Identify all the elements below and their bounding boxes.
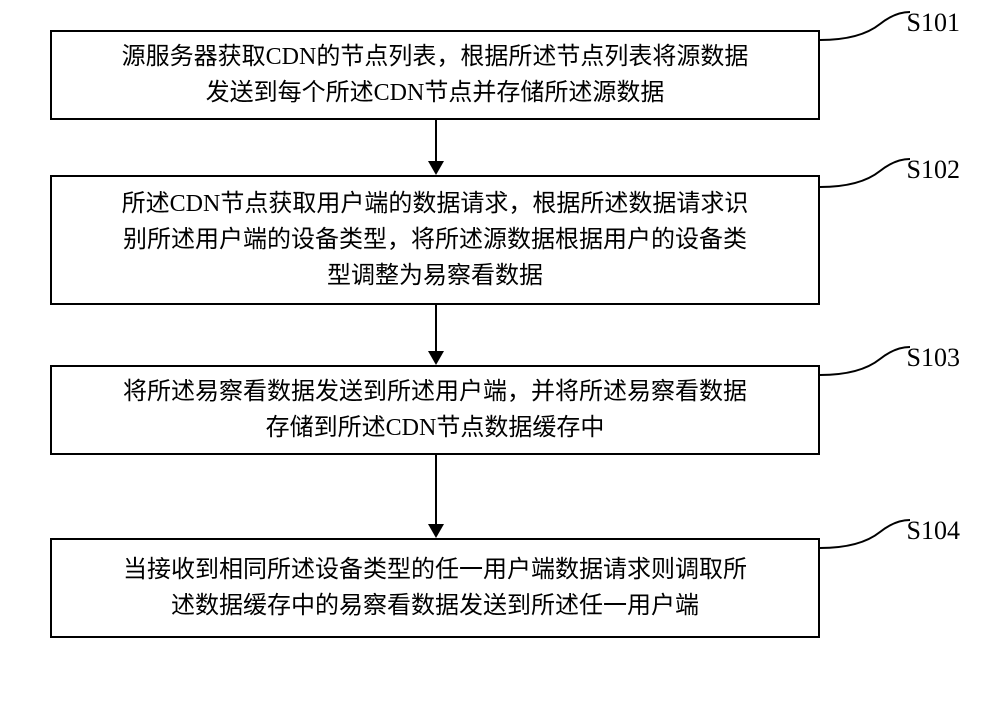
connector-s102 — [820, 155, 920, 195]
text-line: 源服务器获取CDN的节点列表，根据所述节点列表将源数据 — [122, 44, 749, 70]
flow-step-text: 源服务器获取CDN的节点列表，根据所述节点列表将源数据 发送到每个所述CDN节点… — [122, 39, 749, 111]
arrow-line — [435, 305, 437, 351]
connector-s101 — [820, 8, 920, 48]
flow-step-s101: 源服务器获取CDN的节点列表，根据所述节点列表将源数据 发送到每个所述CDN节点… — [50, 30, 820, 120]
flow-step-text: 当接收到相同所述设备类型的任一用户端数据请求则调取所 述数据缓存中的易察看数据发… — [123, 552, 747, 624]
flow-step-s102: 所述CDN节点获取用户端的数据请求，根据所述数据请求识 别所述用户端的设备类型，… — [50, 175, 820, 305]
text-line: 存储到所述CDN节点数据缓存中 — [266, 415, 605, 441]
label-s103: S103 — [907, 343, 960, 373]
flow-step-text: 将所述易察看数据发送到所述用户端，并将所述易察看数据 存储到所述CDN节点数据缓… — [123, 374, 747, 446]
arrow-head — [428, 524, 444, 538]
text-line: 将所述易察看数据发送到所述用户端，并将所述易察看数据 — [123, 379, 747, 405]
label-s102: S102 — [907, 155, 960, 185]
flow-step-s103: 将所述易察看数据发送到所述用户端，并将所述易察看数据 存储到所述CDN节点数据缓… — [50, 365, 820, 455]
text-line: 述数据缓存中的易察看数据发送到所述任一用户端 — [171, 593, 699, 619]
arrow-head — [428, 161, 444, 175]
label-s104: S104 — [907, 516, 960, 546]
text-line: 发送到每个所述CDN节点并存储所述源数据 — [206, 80, 665, 106]
connector-s104 — [820, 516, 920, 556]
text-line: 所述CDN节点获取用户端的数据请求，根据所述数据请求识 — [122, 191, 749, 217]
text-line: 型调整为易察看数据 — [327, 263, 543, 289]
connector-s103 — [820, 343, 920, 383]
text-line: 别所述用户端的设备类型，将所述源数据根据用户的设备类 — [123, 227, 747, 253]
flow-step-s104: 当接收到相同所述设备类型的任一用户端数据请求则调取所 述数据缓存中的易察看数据发… — [50, 538, 820, 638]
flow-step-text: 所述CDN节点获取用户端的数据请求，根据所述数据请求识 别所述用户端的设备类型，… — [122, 186, 749, 294]
arrow-head — [428, 351, 444, 365]
label-s101: S101 — [907, 8, 960, 38]
text-line: 当接收到相同所述设备类型的任一用户端数据请求则调取所 — [123, 557, 747, 583]
arrow-line — [435, 120, 437, 161]
arrow-line — [435, 455, 437, 524]
